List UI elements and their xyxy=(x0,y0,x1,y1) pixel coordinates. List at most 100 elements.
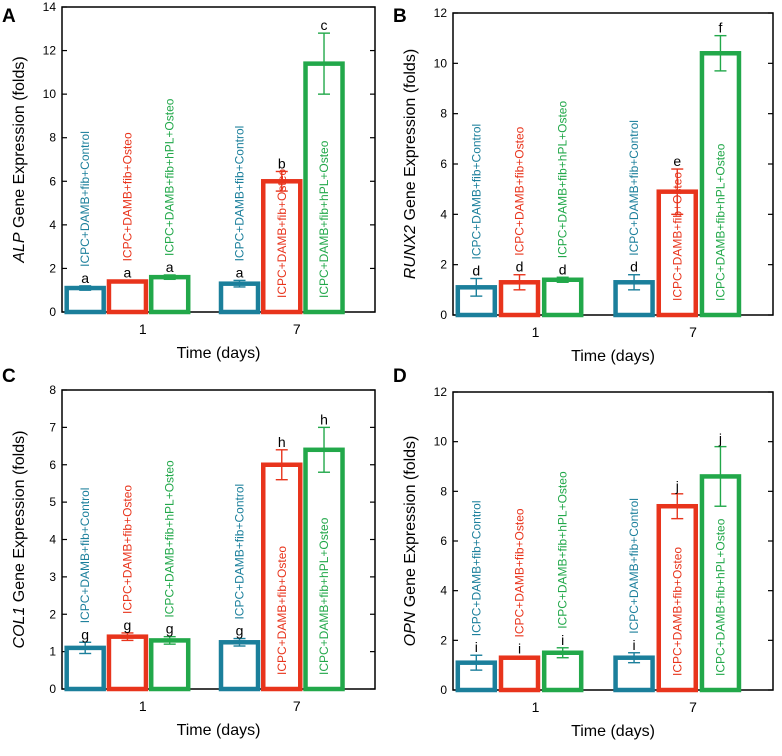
panel-b-ytick-label: 4 xyxy=(440,207,447,221)
panel-b-series-label: ICPC+DAMB+fib+Osteo xyxy=(513,126,527,255)
panel-c-sig-letter: g xyxy=(81,626,89,642)
panel-a-xlabel: Time (days) xyxy=(177,345,261,362)
panel-a-series-label: ICPC+DAMB+fib+hPL+Osteo xyxy=(317,140,331,298)
panel-c-ylabel-gene: COL1 xyxy=(11,607,28,649)
panel-d-xlabel: Time (days) xyxy=(571,723,655,740)
panel-c-bar xyxy=(106,634,149,692)
panel-b-sig-letter: d xyxy=(516,259,524,275)
panel-c-bar xyxy=(218,640,261,692)
panel-b-sig-letter: d xyxy=(559,261,567,277)
panel-a-ytick-label: 0 xyxy=(49,305,56,319)
panel-a-sig-letter: a xyxy=(124,264,132,280)
panel-c-sig-letter: h xyxy=(278,434,286,450)
panel-c-sig-letter: g xyxy=(166,621,174,637)
panel-b-ylabel-suffix: Gene Expression (folds) xyxy=(402,49,419,225)
panel-a-ytick-label: 14 xyxy=(43,0,57,14)
panel-c-sig-letter: g xyxy=(124,617,132,633)
panel-a-letter: A xyxy=(2,6,16,27)
panel-a-ylabel-suffix: Gene Expression (folds) xyxy=(11,56,28,232)
panel-d-ylabel-suffix: Gene Expression (folds) xyxy=(402,436,419,612)
panel-c-ylabel: COL1 Gene Expression (folds) xyxy=(11,431,28,649)
panel-b-sig-letter: d xyxy=(472,263,480,279)
panel-a-ytick-label: 4 xyxy=(49,218,56,232)
panel-b-ytick-label: 10 xyxy=(434,56,448,70)
panel-b-xlabel: Time (days) xyxy=(571,348,655,365)
panel-a-ylabel-gene: ALP xyxy=(11,232,28,264)
panel-b-ylabel-gene: RUNX2 xyxy=(402,225,419,279)
panel-c-series-label: ICPC+DAMB+fib+Control xyxy=(78,488,92,624)
panel-c-xtick-label: 7 xyxy=(293,698,301,714)
panel-d-series-label: ICPC+DAMB+fib+hPL+Osteo xyxy=(556,471,570,629)
panel-d-series-label: ICPC+DAMB+fib+Osteo xyxy=(670,547,684,676)
panel-a-series-label: ICPC+DAMB+fib+Osteo xyxy=(120,132,134,261)
panel-d-series-label: ICPC+DAMB+fib+Control xyxy=(469,500,483,636)
panel-d-xtick-label: 7 xyxy=(689,699,697,715)
panel-b-ytick-label: 2 xyxy=(440,258,447,272)
panel-c-ytick-label: 0 xyxy=(49,682,56,696)
panel-c-xtick-label: 1 xyxy=(139,698,147,714)
panel-b-ylabel: RUNX2 Gene Expression (folds) xyxy=(402,49,419,279)
panel-a-series-label: ICPC+DAMB+fib+Osteo xyxy=(275,169,289,298)
panel-b-ytick-label: 6 xyxy=(440,157,447,171)
panel-d-sig-letter: i xyxy=(475,639,478,655)
panel-d-sig-letter: j xyxy=(718,431,722,447)
panel-d-ylabel: OPN Gene Expression (folds) xyxy=(402,436,419,647)
panel-b-ytick-label: 0 xyxy=(440,308,447,322)
panel-a-ytick-label: 8 xyxy=(49,131,56,145)
panel-d-ytick-label: 10 xyxy=(434,435,448,449)
panel-a-sig-letter: b xyxy=(278,155,286,171)
panel-b-sig-letter: e xyxy=(673,153,681,169)
panel-b-xtick-label: 7 xyxy=(689,324,697,340)
panel-a-ylabel: ALP Gene Expression (folds) xyxy=(11,56,28,263)
panel-d-sig-letter: i xyxy=(518,640,521,656)
panel-b-xtick-label: 1 xyxy=(532,324,540,340)
panel-d-ytick-label: 12 xyxy=(434,385,448,399)
panel-a-sig-letter: c xyxy=(321,17,328,33)
panel-c-ytick-label: 8 xyxy=(49,383,56,397)
panel-a-series-label: ICPC+DAMB+fib+Control xyxy=(233,126,247,262)
panel-b-ytick-label: 8 xyxy=(440,107,447,121)
panel-a-series-label: ICPC+DAMB+fib+Control xyxy=(78,131,92,267)
panel-a-series-label: ICPC+DAMB+fib+hPL+Osteo xyxy=(163,98,177,256)
panel-d-sig-letter: i xyxy=(561,632,564,648)
panel-a-ytick-label: 2 xyxy=(49,261,56,275)
panel-d-ytick-label: 4 xyxy=(440,584,447,598)
panel-b-ytick-label: 12 xyxy=(434,6,448,20)
panel-b-series-label: ICPC+DAMB+fib+Osteo xyxy=(670,172,684,301)
panel-a-sig-letter: a xyxy=(236,264,244,280)
panel-a-bar xyxy=(148,274,191,315)
panel-c-ytick-label: 2 xyxy=(49,607,56,621)
panel-c-bar xyxy=(148,638,191,692)
panel-a-xtick-label: 7 xyxy=(293,321,301,337)
panel-c-ytick-label: 5 xyxy=(49,495,56,509)
panel-d-letter: D xyxy=(393,366,407,387)
panel-a-sig-letter: a xyxy=(81,270,89,286)
panel-c-ytick-label: 6 xyxy=(49,458,56,472)
panel-c-series-label: ICPC+DAMB+fib+Osteo xyxy=(275,546,289,675)
panel-a-bar xyxy=(106,279,149,315)
panel-c-ytick-label: 7 xyxy=(49,420,56,434)
panel-c-sig-letter: g xyxy=(236,623,244,639)
panel-c-ylabel-suffix: Gene Expression (folds) xyxy=(11,431,28,607)
panel-d-bar xyxy=(498,655,541,693)
panel-a-axes-frame xyxy=(61,6,376,313)
panel-d-series-label: ICPC+DAMB+fib+Osteo xyxy=(513,508,527,637)
panel-b-series-label: ICPC+DAMB+fib+hPL+Osteo xyxy=(556,101,570,259)
panel-c-series-label: ICPC+DAMB+fib+Osteo xyxy=(120,485,134,614)
panel-d-xtick-label: 1 xyxy=(532,699,540,715)
panel-c-ytick-label: 4 xyxy=(49,533,56,547)
panel-d-ytick-label: 8 xyxy=(440,484,447,498)
panel-d-series-label: ICPC+DAMB+fib+hPL+Osteo xyxy=(713,518,727,676)
panel-b-sig-letter: f xyxy=(719,20,723,36)
panel-b-series-label: ICPC+DAMB+fib+hPL+Osteo xyxy=(713,143,727,301)
panel-c-series-label: ICPC+DAMB+fib+hPL+Osteo xyxy=(163,460,177,618)
panel-d-ylabel-gene: OPN xyxy=(402,611,419,646)
panel-c-ytick-label: 3 xyxy=(49,570,56,584)
panel-b-bar xyxy=(541,277,584,318)
panel-c-letter: C xyxy=(2,366,16,387)
panel-c-sig-letter: h xyxy=(320,411,328,427)
panel-a-ytick-label: 12 xyxy=(43,44,57,58)
panel-d-ytick-label: 0 xyxy=(440,683,447,697)
